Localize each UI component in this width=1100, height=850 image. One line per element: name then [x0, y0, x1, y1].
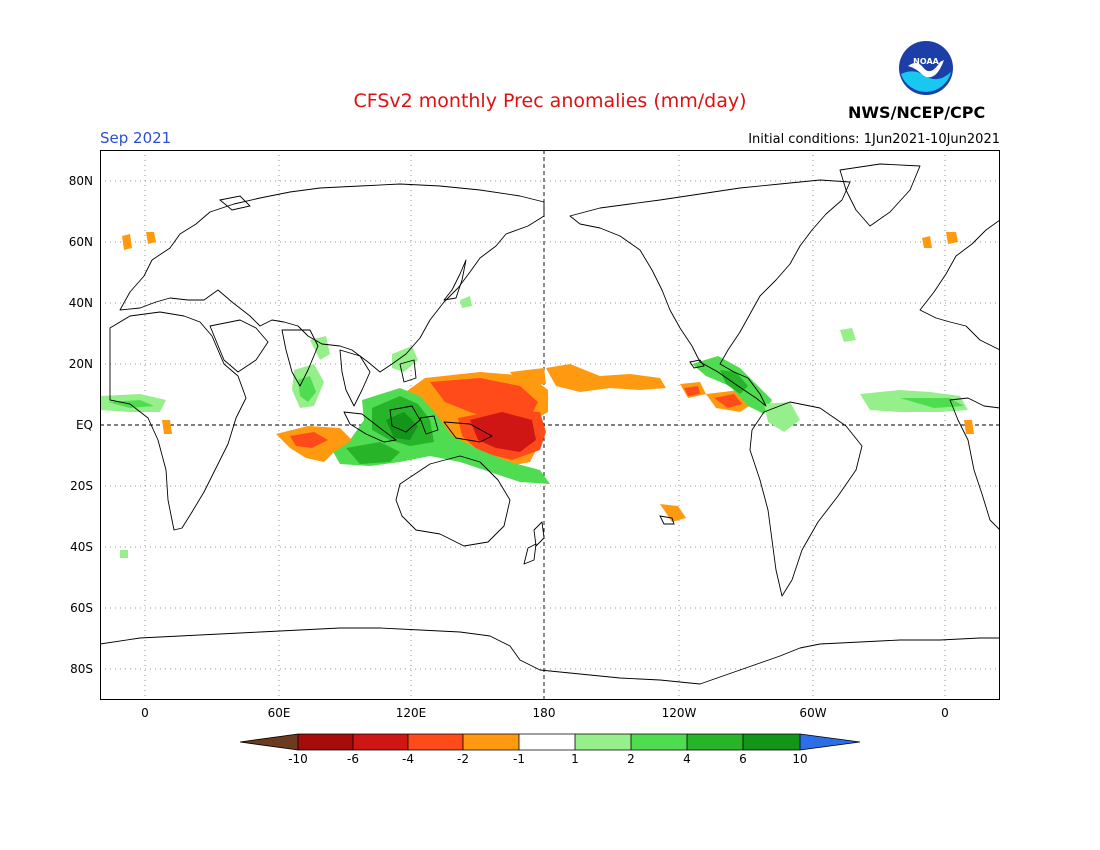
anomaly-area	[346, 442, 400, 464]
lon-label: 60W	[799, 706, 827, 720]
coastline	[209, 319, 269, 373]
lon-label: 0	[141, 706, 149, 720]
logo-text: NOAA	[913, 57, 939, 66]
coastline	[218, 195, 251, 211]
legend-label: -2	[457, 752, 469, 766]
anomaly-area	[290, 432, 328, 448]
anomaly-area	[122, 234, 132, 250]
legend-label: -4	[402, 752, 414, 766]
anomaly-area	[470, 412, 536, 452]
coastline	[569, 179, 851, 407]
anomaly-area	[714, 394, 742, 408]
forecast-month: Sep 2021	[100, 129, 172, 147]
coastline	[100, 627, 1000, 685]
coastline	[339, 349, 371, 407]
legend-swatch	[353, 734, 408, 750]
legend-swatch	[800, 734, 860, 750]
anomaly-area	[298, 376, 316, 402]
legend-swatch	[463, 734, 519, 750]
anomaly-area	[840, 328, 856, 342]
legend-swatch	[743, 734, 800, 750]
continent-outlines	[100, 163, 1000, 685]
anomaly-area	[162, 420, 172, 434]
lat-label: 80S	[70, 662, 93, 676]
legend-label: -6	[347, 752, 359, 766]
legend-label: -10	[288, 752, 308, 766]
legend-label: 1	[571, 752, 579, 766]
anomaly-area	[946, 232, 958, 244]
agency-label: NWS/NCEP/CPC	[848, 103, 986, 122]
coastline	[395, 455, 511, 547]
anomaly-area	[764, 402, 800, 432]
anomaly-area	[386, 412, 418, 440]
anomaly-area	[120, 550, 128, 558]
lon-label: 120W	[661, 706, 697, 720]
legend-swatch	[631, 734, 687, 750]
legend-swatch	[240, 734, 298, 750]
legend-label: 2	[627, 752, 635, 766]
coastline	[119, 183, 545, 373]
lat-label: 20N	[68, 357, 93, 371]
coastline	[533, 521, 545, 547]
lat-label: 60N	[68, 235, 93, 249]
anomaly-area	[684, 386, 700, 396]
lat-label: 60S	[70, 601, 93, 615]
coastline	[109, 311, 247, 531]
legend-label: 10	[792, 752, 808, 766]
lat-label: 80N	[68, 174, 93, 188]
legend-label: 4	[683, 752, 691, 766]
lon-label: 120E	[395, 706, 427, 720]
anomaly-area	[922, 236, 932, 248]
legend-swatch	[687, 734, 743, 750]
anomaly-area	[660, 504, 686, 522]
anomaly-area	[964, 420, 974, 434]
initial-conditions: Initial conditions: 1Jun2021-10Jun2021	[748, 132, 1000, 147]
coastline	[343, 411, 397, 443]
coastline	[523, 543, 537, 565]
anomaly-area	[392, 346, 418, 372]
anomaly-shading	[100, 232, 974, 558]
anomaly-area	[146, 232, 156, 244]
lat-label: 40S	[70, 540, 93, 554]
color-legend	[240, 733, 861, 751]
coastline	[443, 421, 493, 443]
anomaly-area	[546, 364, 666, 392]
anomaly-area	[460, 296, 472, 308]
coastline	[281, 329, 319, 387]
coastline	[399, 359, 417, 383]
legend-swatch	[408, 734, 463, 750]
coastline	[659, 515, 675, 525]
anomaly-area	[510, 368, 546, 386]
world-map	[100, 150, 1000, 700]
coastline	[689, 359, 705, 369]
lon-label: 0	[941, 706, 949, 720]
lon-label: 60E	[267, 706, 291, 720]
coastline	[949, 397, 1000, 531]
anomaly-area	[900, 398, 964, 408]
lat-label: EQ	[75, 418, 93, 432]
anomaly-area	[310, 336, 330, 360]
coastline	[443, 259, 467, 301]
noaa-logo-icon: NOAA	[897, 39, 955, 97]
legend-swatch	[298, 734, 353, 750]
coastline	[419, 415, 439, 435]
coastline	[389, 405, 421, 433]
coastline	[839, 163, 921, 227]
legend-label: 6	[739, 752, 747, 766]
legend-swatch	[519, 734, 575, 750]
map-title: CFSv2 monthly Prec anomalies (mm/day)	[353, 90, 747, 112]
lat-label: 20S	[70, 479, 93, 493]
legend-swatch	[575, 734, 631, 750]
lat-label: 40N	[68, 296, 93, 310]
legend-label: -1	[513, 752, 525, 766]
lon-label: 180	[532, 706, 556, 720]
coastline	[749, 401, 863, 597]
coastline	[919, 219, 1000, 351]
